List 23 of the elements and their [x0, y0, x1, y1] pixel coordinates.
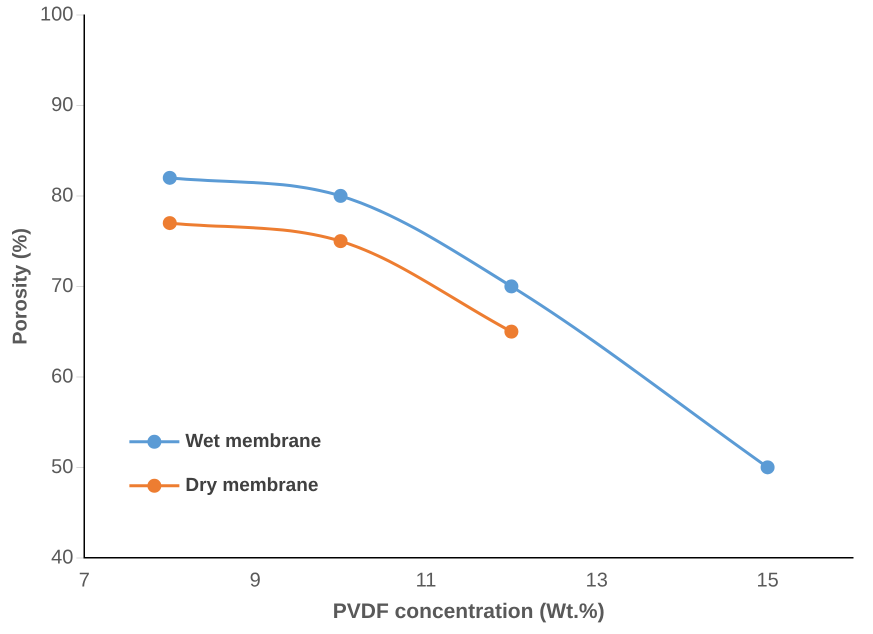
point [162, 170, 177, 185]
legend-label: Dry membrane [185, 475, 318, 496]
point [760, 460, 775, 474]
y-tick-label: 50 [51, 456, 74, 478]
point [504, 279, 518, 294]
y-tick-label: 60 [51, 365, 74, 388]
point [334, 188, 348, 203]
x-axis-title: PVDF concentration (Wt.%) [332, 600, 605, 624]
y-tick-label: 100 [40, 4, 74, 26]
point [334, 234, 348, 248]
y-axis-title: Porosity (%) [10, 228, 32, 345]
y-tick-label: 70 [51, 274, 74, 297]
point [504, 324, 518, 339]
x-tick-label: 11 [416, 569, 436, 592]
y-tick-label: 90 [51, 94, 74, 116]
x-tick-label: 9 [250, 569, 261, 592]
point [162, 216, 177, 230]
legend-label: Wet membrane [185, 431, 322, 452]
x-tick-label: 7 [78, 569, 90, 592]
x-tick-label: 15 [756, 569, 779, 592]
y-tick-label: 40 [51, 546, 74, 568]
y-tick-label: 80 [51, 184, 74, 206]
x-tick-label: 13 [586, 569, 608, 592]
